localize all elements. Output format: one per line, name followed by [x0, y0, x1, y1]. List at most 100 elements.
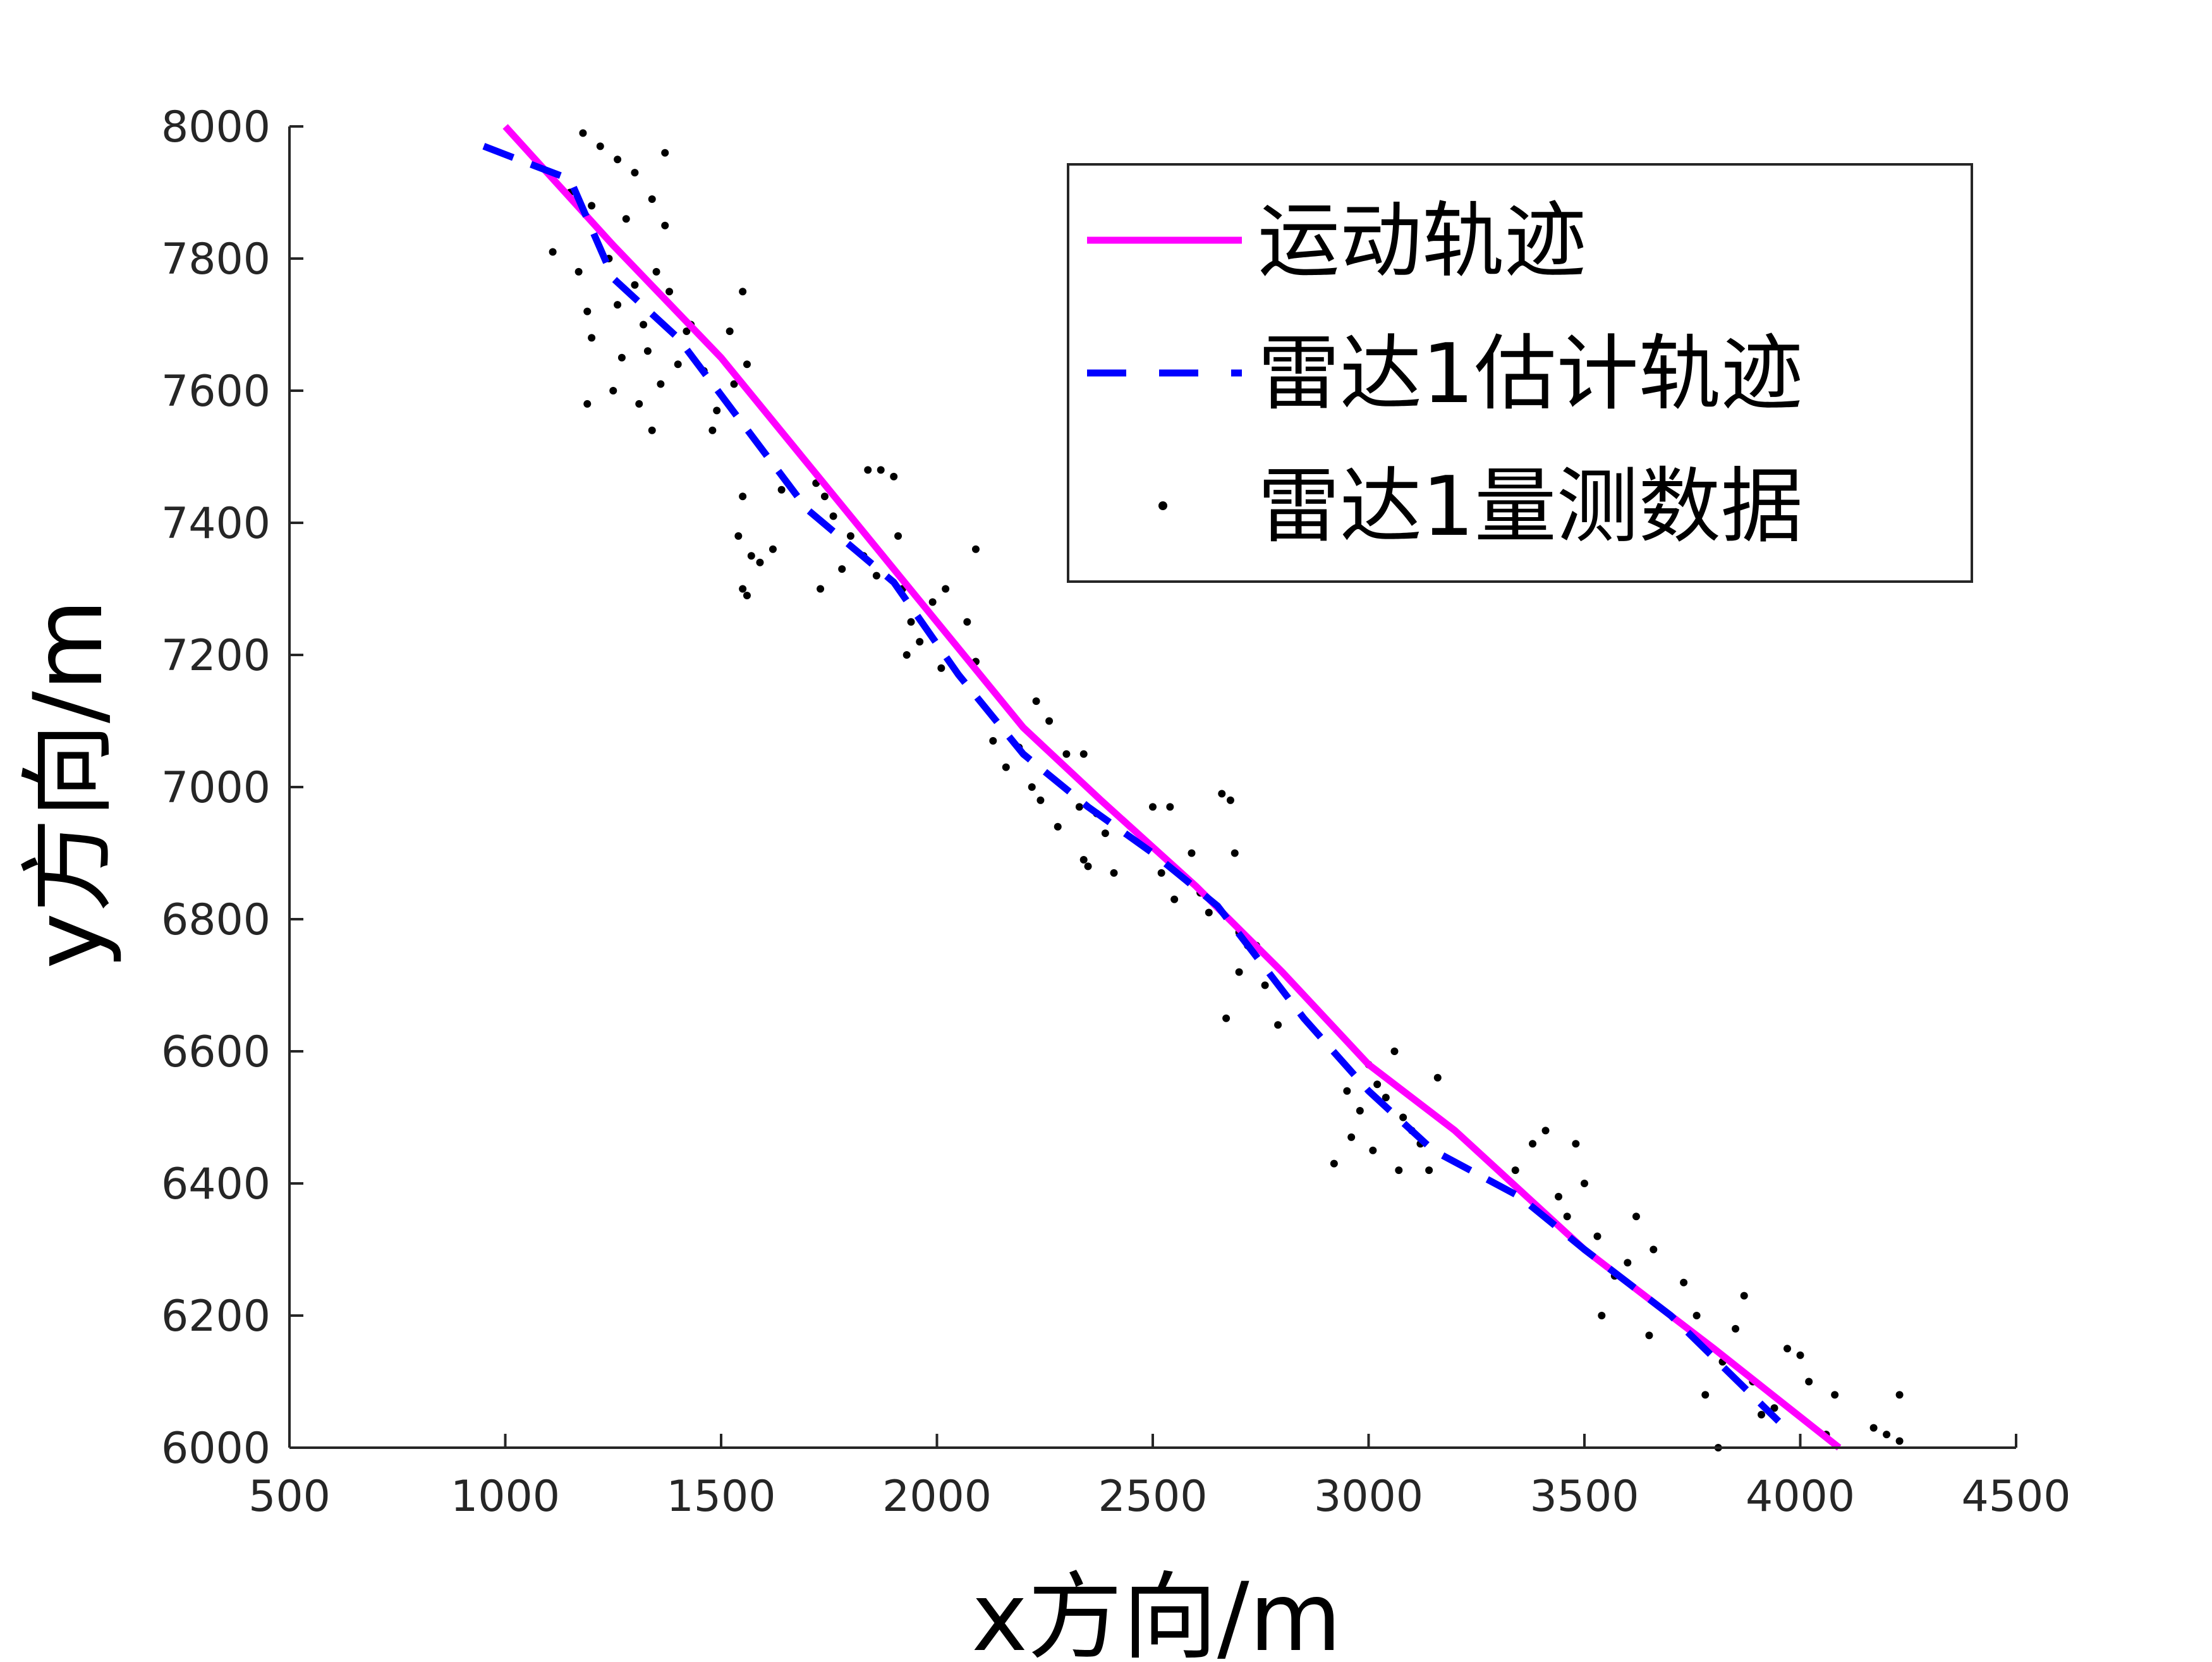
y-tick-label: 6800	[161, 895, 270, 945]
measurement-point	[846, 532, 854, 540]
measurement-point	[1632, 1213, 1640, 1221]
y-tick-label: 8000	[161, 102, 270, 152]
measurement-point	[756, 558, 764, 566]
measurement-point	[1222, 1014, 1231, 1022]
legend-label: 雷达1量测数据	[1258, 458, 1803, 554]
measurement-point	[665, 288, 674, 296]
measurement-point	[1425, 1166, 1433, 1175]
measurement-point	[583, 400, 592, 408]
measurement-point	[1062, 750, 1071, 758]
measurement-point	[726, 327, 734, 335]
measurement-point	[1770, 1404, 1778, 1412]
measurement-point	[1692, 1312, 1701, 1319]
measurement-point	[777, 486, 786, 494]
measurement-point	[661, 149, 669, 157]
y-tick-label: 7600	[161, 367, 270, 417]
measurement-point	[739, 585, 747, 593]
measurement-point	[1356, 1107, 1364, 1115]
legend-marker-points	[1158, 501, 1167, 510]
measurement-point	[1869, 1424, 1878, 1432]
measurement-point	[661, 221, 669, 229]
measurement-point	[942, 585, 950, 593]
measurement-point	[730, 380, 738, 388]
legend-box	[1067, 163, 1973, 583]
measurement-point	[1529, 1140, 1537, 1148]
measurement-point	[1028, 783, 1036, 791]
measurement-point	[1541, 1127, 1550, 1135]
x-tick-label: 3500	[1529, 1472, 1639, 1522]
x-axis-title: x方向/m	[971, 1563, 1341, 1659]
measurement-point	[877, 466, 885, 474]
measurement-point	[734, 532, 743, 540]
measurement-point	[657, 380, 665, 388]
measurement-point	[1347, 1133, 1356, 1141]
measurement-point	[1399, 1113, 1407, 1121]
legend-label: 雷达1估计轨迹	[1258, 326, 1803, 422]
measurement-point	[1166, 803, 1174, 811]
measurement-point	[1054, 822, 1062, 831]
measurement-point	[1149, 803, 1157, 811]
measurement-point	[1395, 1166, 1403, 1175]
x-tick-label: 1500	[666, 1472, 775, 1522]
measurement-point	[1218, 790, 1226, 798]
measurement-point	[1732, 1324, 1740, 1333]
measurement-point	[648, 426, 656, 434]
measurement-point	[648, 195, 656, 203]
measurement-point	[708, 426, 717, 434]
measurement-point	[1650, 1245, 1658, 1254]
measurement-point	[739, 492, 747, 501]
measurement-point	[1373, 1080, 1382, 1089]
measurement-point	[631, 281, 639, 289]
measurement-point	[1555, 1192, 1563, 1201]
measurement-point	[609, 387, 617, 394]
y-tick-label: 6000	[161, 1424, 270, 1474]
measurement-point	[1079, 855, 1088, 864]
measurement-point	[1796, 1351, 1804, 1359]
measurement-point	[747, 552, 755, 560]
x-tick-label: 2500	[1098, 1472, 1207, 1522]
true-trajectory-line	[502, 124, 1842, 1451]
measurement-point	[588, 202, 596, 210]
measurement-point	[1831, 1391, 1839, 1399]
measurement-point	[743, 591, 751, 599]
measurement-point	[1045, 717, 1054, 725]
measurement-point	[989, 736, 997, 745]
measurement-point	[1188, 849, 1196, 857]
measurement-point	[743, 360, 751, 369]
measurement-point	[838, 565, 846, 573]
measurement-point	[617, 353, 626, 362]
measurement-point	[1274, 1021, 1282, 1029]
legend-label: 运动轨迹	[1258, 193, 1586, 289]
measurement-point	[1157, 869, 1165, 877]
measurement-point	[583, 307, 592, 315]
measurement-point	[1110, 869, 1118, 877]
measurement-point	[1598, 1312, 1606, 1319]
measurement-point	[1895, 1391, 1904, 1399]
measurement-point	[1784, 1345, 1792, 1353]
measurement-point	[640, 321, 648, 329]
y-axis-title: y方向/m	[14, 599, 124, 968]
measurement-point	[907, 618, 915, 626]
measurement-point	[631, 169, 639, 177]
y-tick-label: 6200	[161, 1292, 270, 1341]
measurement-point	[1382, 1094, 1390, 1102]
measurement-point	[1895, 1437, 1904, 1445]
measurement-point	[1235, 968, 1243, 976]
measurement-point	[1511, 1166, 1519, 1175]
measurement-point	[1231, 849, 1239, 857]
measurement-point	[549, 248, 557, 256]
measurement-point	[1572, 1140, 1580, 1148]
measurement-point	[652, 267, 660, 276]
measurement-point	[574, 267, 583, 276]
measurement-point	[1581, 1180, 1588, 1187]
y-tick-label: 6600	[161, 1027, 270, 1077]
measurement-point	[820, 492, 829, 501]
measurement-point	[622, 215, 630, 223]
measurement-point	[963, 618, 971, 626]
measurement-point	[1226, 796, 1234, 804]
measurement-point	[1205, 908, 1213, 917]
measurement-point	[1390, 1048, 1399, 1055]
